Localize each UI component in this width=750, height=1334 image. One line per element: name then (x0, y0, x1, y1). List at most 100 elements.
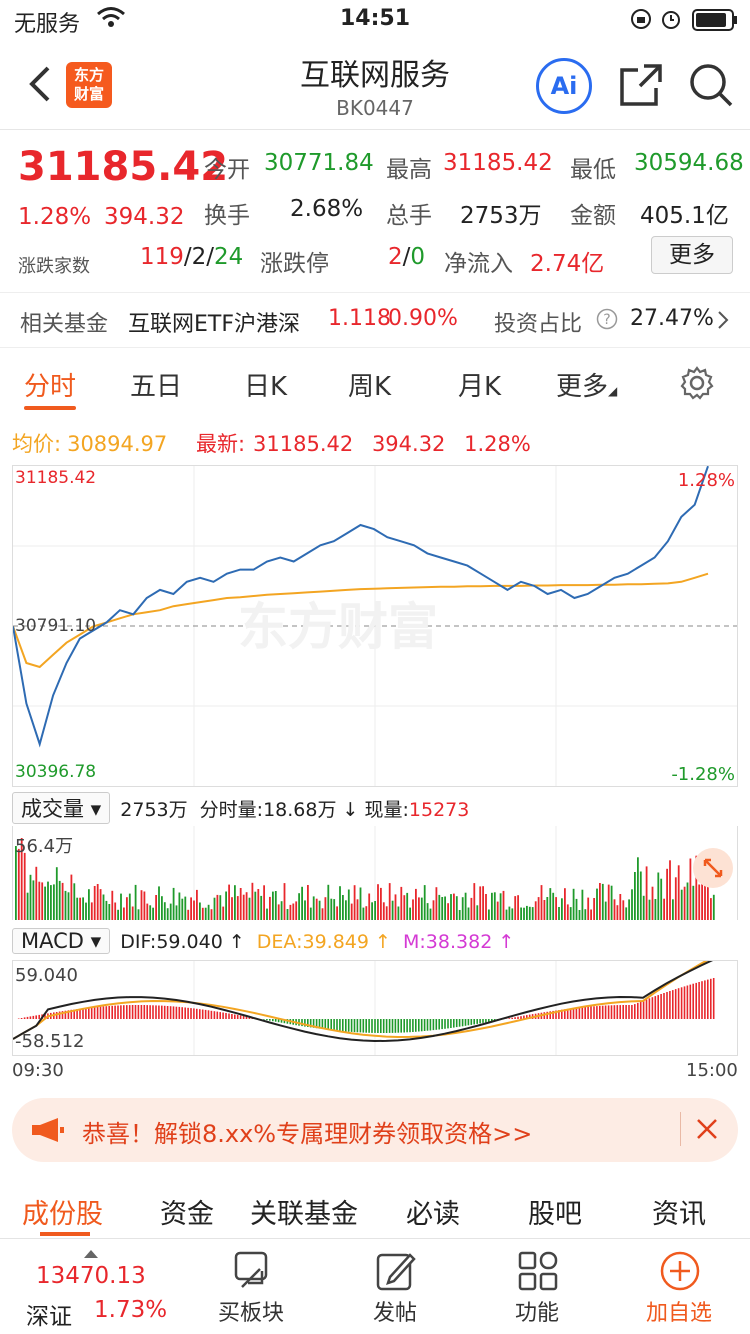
macd-bottom-label: -58.512 (15, 1031, 85, 1052)
macd-bar (35, 1015, 37, 1019)
ratio-label: 投资占比 (494, 312, 583, 337)
tab-more[interactable]: 更多◢ (556, 372, 618, 402)
index-ticker[interactable]: 13470.13 深证 1.73% (0, 1239, 180, 1334)
related-fund-row[interactable]: 相关基金 互联网ETF沪港深 1.118 0.90% 投资占比 ? 27.47% (0, 292, 750, 348)
chevron-right-icon (716, 309, 730, 337)
tab-funds[interactable]: 资金 (160, 1199, 214, 1230)
settings-gear-icon[interactable] (680, 366, 714, 407)
volume-bar (599, 883, 601, 920)
tab-constituents[interactable]: 成份股 (22, 1199, 103, 1230)
more-stats-button[interactable]: 更多 (651, 236, 733, 274)
volume-bar (90, 902, 93, 920)
macd-bar (380, 1019, 382, 1033)
macd-bar (374, 1019, 376, 1033)
macd-bar (82, 1008, 84, 1019)
volume-bar (596, 888, 598, 920)
macd-bar (152, 1005, 154, 1019)
volume-indicator-dropdown[interactable]: 成交量 ▾ (12, 792, 111, 824)
volume-bar (222, 906, 225, 920)
volume-bar (569, 907, 572, 920)
add-watchlist-button[interactable]: 加自选 (624, 1249, 734, 1327)
volume-bar (467, 907, 470, 920)
macd-bar (654, 996, 657, 1019)
macd-bar (651, 997, 654, 1019)
volume-bar (117, 909, 119, 920)
macd-bar (301, 1019, 303, 1027)
macd-bar (225, 1013, 227, 1019)
back-icon[interactable] (24, 64, 54, 108)
tab-news[interactable]: 资讯 (652, 1199, 706, 1230)
macd-bar (342, 1019, 344, 1032)
wifi-icon (96, 6, 126, 34)
macd-bar (79, 1008, 81, 1019)
index-name: 深证 (26, 1304, 72, 1330)
volume-bar (137, 909, 140, 920)
tab-must-read[interactable]: 必读 (406, 1199, 460, 1230)
tab-daily-k[interactable]: 日K (244, 372, 288, 402)
intraday-chart[interactable]: 东方财富 31185.42 30791.10 30396.78 1.28% -1… (12, 465, 738, 787)
volume-bar (128, 893, 131, 920)
macd-bar (245, 1016, 248, 1019)
macd-bar (453, 1019, 455, 1028)
macd-bar (672, 990, 674, 1019)
functions-button[interactable]: 功能 (482, 1249, 592, 1327)
macd-bar (96, 1006, 99, 1019)
volume-bar (190, 897, 192, 920)
promo-banner[interactable]: 恭喜！解锁8.xx%专属理财券领取资格>> (12, 1098, 738, 1162)
volume-bar (155, 895, 157, 920)
share-icon[interactable] (618, 62, 664, 112)
macd-indicator-dropdown[interactable]: MACD ▾ (12, 928, 111, 954)
volume-bar (420, 897, 423, 920)
macd-bar (447, 1019, 449, 1029)
macd-bar (467, 1019, 470, 1026)
macd-bar (90, 1007, 93, 1019)
fund-pct: 0.90% (388, 306, 458, 331)
post-button[interactable]: 发帖 (340, 1249, 450, 1327)
volume-bar (55, 867, 58, 920)
expand-icon[interactable] (693, 848, 733, 888)
macd-bar (520, 1016, 522, 1019)
tab-weekly-k[interactable]: 周K (348, 372, 392, 402)
brand-logo: 东方 财富 (66, 62, 112, 108)
volume-bar (131, 906, 134, 920)
macd-bar (695, 982, 697, 1019)
volume-bar (272, 891, 274, 920)
macd-bar (20, 1018, 23, 1019)
search-icon[interactable] (688, 62, 734, 112)
macd-bar (163, 1005, 166, 1019)
tab-related-funds[interactable]: 关联基金 (250, 1199, 358, 1230)
ai-assistant-button[interactable]: Ai (536, 58, 592, 114)
close-icon[interactable] (694, 1116, 720, 1146)
macd-bar (88, 1007, 90, 1019)
macd-bar (488, 1019, 490, 1022)
macd-bar (444, 1019, 446, 1029)
open-label: 今开 (204, 157, 250, 183)
macd-bar (350, 1019, 353, 1032)
volume-bar (701, 863, 703, 920)
macd-bar (704, 980, 706, 1019)
volume-bar (496, 901, 499, 920)
volume-bar (187, 909, 190, 920)
macd-bar (426, 1019, 429, 1031)
buy-sector-button[interactable]: 买板块 (196, 1249, 306, 1327)
volume-bar (201, 907, 204, 920)
edit-icon (374, 1249, 418, 1299)
tab-monthly-k[interactable]: 月K (458, 372, 502, 402)
macd-bar (581, 1007, 584, 1019)
tab-intraday[interactable]: 分时 (24, 372, 77, 402)
volume-bar (438, 894, 441, 920)
volume-bar (333, 899, 336, 920)
macd-bar (616, 1005, 619, 1019)
macd-bar (158, 1005, 160, 1019)
tab-five-day[interactable]: 五日 (130, 372, 183, 402)
volume-bar (695, 855, 698, 920)
volume-bar (17, 848, 20, 920)
help-icon[interactable]: ? (596, 308, 618, 336)
lock-rotation-icon (630, 8, 652, 36)
volume-bar (540, 885, 543, 920)
tab-forum[interactable]: 股吧 (528, 1199, 582, 1230)
macd-bar (199, 1009, 201, 1019)
amount-value: 405.1亿 (640, 203, 729, 229)
pct-top-label: 1.28% (677, 470, 735, 491)
macd-bar (193, 1008, 195, 1019)
